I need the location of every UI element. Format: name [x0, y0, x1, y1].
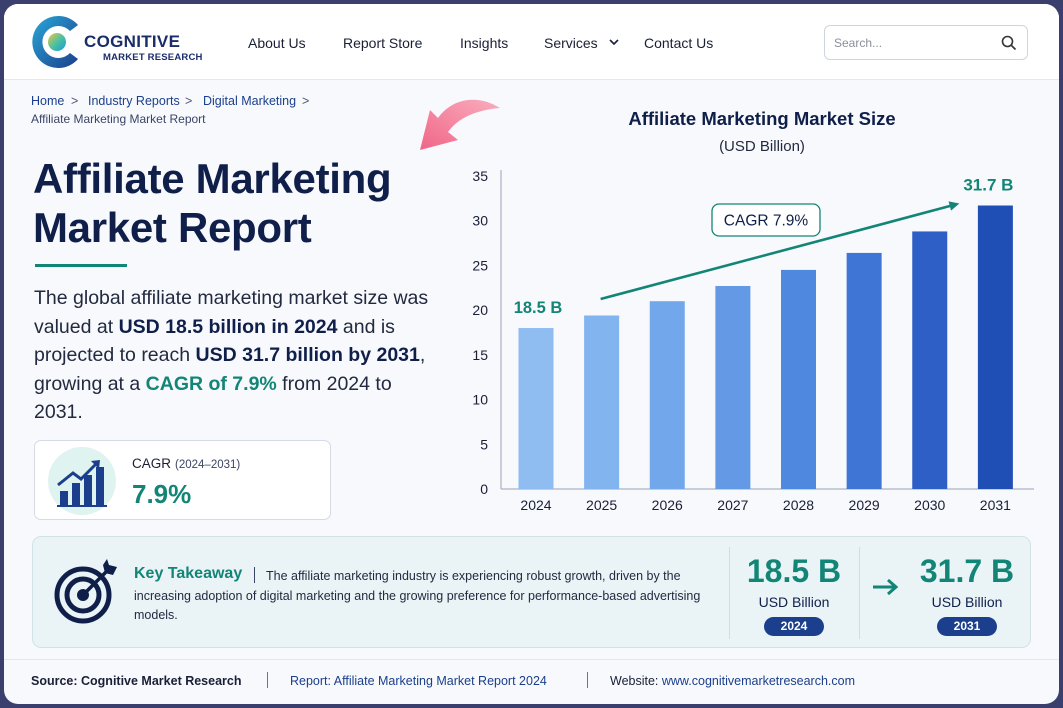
nav-contact-us[interactable]: Contact Us	[644, 35, 714, 51]
search-box	[824, 25, 1028, 60]
cagr-card: CAGR (2024–2031) 7.9%	[34, 440, 331, 520]
footer-report-link[interactable]: Report: Affiliate Marketing Market Repor…	[290, 674, 547, 688]
title-line: Market Report	[33, 204, 312, 251]
intro-text: from 2024 to 2031.	[34, 372, 392, 424]
end-value: 31.7 B	[919, 553, 1015, 589]
y-tick-label: 5	[480, 436, 488, 452]
bar-2025	[584, 315, 620, 489]
trend-group: 18.5 B 31.7 B CAGR 7.9%	[514, 176, 1014, 318]
cagr-badge-label: CAGR 7.9%	[724, 213, 809, 230]
cagr-badge	[711, 203, 821, 237]
breadcrumb-current: Affiliate Marketing Market Report	[31, 112, 206, 126]
panel-divider	[859, 547, 860, 639]
cagr-icon-background	[48, 447, 116, 515]
footer-website: Website: www.cognitivemarketresearch.com	[610, 674, 855, 688]
target-icon	[54, 559, 117, 624]
breadcrumb-separator: >	[302, 94, 310, 108]
x-tick-label: 2030	[914, 497, 945, 513]
bar-2031	[977, 205, 1013, 490]
search-icon[interactable]	[1001, 35, 1017, 51]
y-tick-label: 15	[472, 347, 488, 363]
footer-source: Source: Cognitive Market Research	[31, 674, 242, 688]
y-tick-label: 30	[472, 213, 488, 229]
bar-2024	[518, 328, 554, 489]
x-axis-labels: 2024 2025 2026 2027 2028 2029 2030 2031	[520, 497, 1011, 513]
intro-text: The global affiliate marketing market si…	[34, 287, 429, 338]
bars-group	[518, 205, 1013, 490]
x-tick-label: 2029	[849, 497, 880, 513]
footer-website-link[interactable]: www.cognitivemarketresearch.com	[661, 674, 855, 688]
x-tick-label: 2026	[652, 497, 683, 513]
end-year-badge: 2031	[937, 617, 997, 636]
breadcrumb-industry-reports[interactable]: Industry Reports	[88, 94, 180, 108]
panel-divider	[729, 547, 730, 639]
cagr-label-text: CAGR	[132, 456, 172, 471]
search-input[interactable]	[834, 34, 994, 52]
y-tick-label: 25	[472, 257, 488, 273]
start-value-label: 18.5 B	[514, 299, 563, 317]
page-title: Affiliate Marketing Market Report	[33, 154, 392, 252]
cagr-label: CAGR (2024–2031)	[132, 456, 240, 471]
y-tick-label: 10	[472, 392, 488, 408]
intro-text: , growing at a	[34, 344, 426, 395]
x-tick-label: 2031	[980, 497, 1011, 513]
title-divider	[254, 567, 255, 583]
bar-2028	[781, 269, 816, 489]
breadcrumb-digital-marketing[interactable]: Digital Marketing	[203, 94, 297, 108]
trend-arrowhead	[948, 201, 960, 211]
x-tick-label: 2024	[520, 497, 551, 513]
intro-cagr-highlight: CAGR of 7.9%	[145, 372, 277, 395]
cagr-value: 7.9%	[132, 479, 192, 509]
logo-name: COGNITIVE	[84, 32, 181, 51]
site-header: COGNITIVE MARKET RESEARCH About Us Repor…	[4, 4, 1059, 80]
key-takeaway-text: The affiliate marketing industry is expe…	[134, 569, 701, 622]
x-tick-label: 2028	[783, 497, 814, 513]
y-tick-label: 35	[472, 168, 488, 184]
x-tick-label: 2027	[717, 497, 748, 513]
trend-line	[600, 203, 954, 301]
bar-2030	[912, 231, 948, 489]
title-line: Affiliate Marketing	[33, 155, 392, 202]
footer-divider	[4, 659, 1059, 660]
nav-report-store[interactable]: Report Store	[343, 35, 423, 51]
nav-services[interactable]: Services	[544, 35, 598, 51]
key-takeaway-panel: Key Takeaway The affiliate marketing ind…	[32, 536, 1031, 648]
logo-icon[interactable]	[26, 11, 88, 73]
bar-2027	[715, 285, 751, 489]
breadcrumb-separator: >	[185, 94, 193, 108]
arrow-right-icon	[873, 578, 899, 596]
start-year-badge: 2024	[764, 617, 824, 636]
growth-chart-icon	[57, 460, 107, 507]
cagr-period: (2024–2031)	[175, 459, 241, 471]
chevron-down-icon[interactable]	[608, 37, 620, 47]
chart-title: Affiliate Marketing Market Size	[628, 108, 895, 129]
y-tick-label: 0	[480, 481, 488, 497]
start-value: 18.5 B	[746, 553, 842, 589]
nav-insights[interactable]: Insights	[460, 35, 509, 51]
bar-2029	[846, 252, 882, 489]
intro-paragraph: The global affiliate marketing market si…	[34, 284, 430, 427]
start-unit: USD Billion	[758, 594, 830, 610]
end-value-label: 31.7 B	[963, 176, 1013, 195]
chart-subtitle: (USD Billion)	[719, 138, 805, 155]
curved-arrow-icon	[420, 99, 500, 150]
footer-separator	[267, 672, 268, 688]
bar-2026	[649, 301, 685, 489]
market-size-chart: Affiliate Marketing Market Size (USD Bil…	[472, 108, 1034, 513]
intro-text: and is projected to reach	[34, 315, 395, 367]
title-underline	[35, 264, 127, 267]
breadcrumb-separator: >	[71, 94, 79, 108]
intro-highlight: USD 18.5 billion in 2024	[118, 315, 338, 338]
y-tick-label: 20	[472, 302, 488, 318]
breadcrumb-home[interactable]: Home	[31, 94, 65, 108]
key-takeaway-title: Key Takeaway	[134, 565, 243, 582]
x-tick-label: 2025	[586, 497, 617, 513]
footer-website-label: Website:	[610, 674, 662, 688]
end-unit: USD Billion	[931, 594, 1003, 610]
page-frame: COGNITIVE MARKET RESEARCH About Us Repor…	[4, 4, 1059, 704]
footer-separator	[587, 672, 588, 688]
nav-about-us[interactable]: About Us	[248, 35, 306, 51]
intro-highlight: USD 31.7 billion by 2031	[195, 344, 420, 366]
logo-subtitle: MARKET RESEARCH	[103, 52, 203, 63]
